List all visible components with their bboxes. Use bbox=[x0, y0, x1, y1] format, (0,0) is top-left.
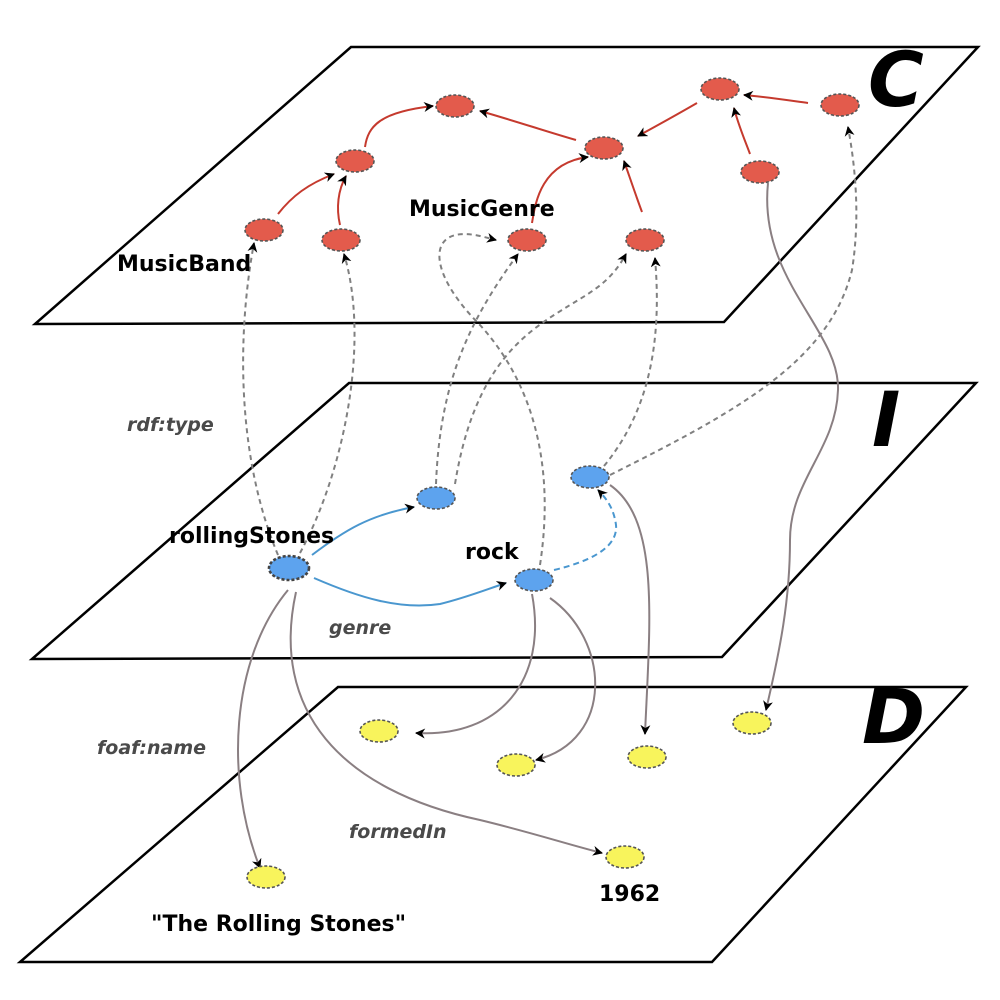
type-edge bbox=[438, 232, 546, 566]
literal-node-name[interactable] bbox=[246, 865, 286, 889]
class-node[interactable] bbox=[435, 94, 475, 118]
formed-in-edge bbox=[289, 591, 603, 856]
type-edge bbox=[454, 253, 627, 485]
instance-node[interactable] bbox=[570, 465, 610, 489]
class-node[interactable] bbox=[740, 160, 780, 184]
type-edge bbox=[299, 253, 356, 554]
class-edge bbox=[277, 172, 335, 215]
class-node[interactable] bbox=[820, 93, 860, 117]
foaf-name-label: foaf:name bbox=[97, 737, 206, 759]
type-edge bbox=[609, 126, 858, 476]
rock-label: rock bbox=[465, 540, 520, 565]
type-edge bbox=[242, 242, 279, 556]
class-nodes bbox=[244, 77, 860, 252]
class-node[interactable] bbox=[625, 228, 665, 252]
literal-node[interactable] bbox=[732, 711, 772, 735]
class-node[interactable] bbox=[321, 228, 361, 252]
instance-edge bbox=[311, 503, 415, 556]
literal-node[interactable] bbox=[359, 719, 399, 743]
instance-edge-dashed bbox=[553, 489, 618, 571]
data-edge bbox=[763, 182, 840, 711]
music-genre-label: MusicGenre bbox=[409, 197, 555, 222]
formed-in-label: formedIn bbox=[349, 821, 447, 843]
class-node-music-band[interactable] bbox=[244, 218, 284, 242]
instance-nodes bbox=[267, 465, 610, 592]
class-edge bbox=[622, 160, 643, 213]
instance-layer-plane bbox=[28, 381, 979, 661]
literal-node-year[interactable] bbox=[605, 845, 645, 869]
foaf-name-edge bbox=[237, 589, 289, 869]
literal-nodes bbox=[246, 711, 772, 889]
type-edge bbox=[603, 257, 661, 467]
instance-node-rolling-stones[interactable] bbox=[267, 554, 311, 582]
literal-node[interactable] bbox=[627, 745, 667, 769]
class-node[interactable] bbox=[335, 149, 375, 173]
class-node-music-genre[interactable] bbox=[507, 228, 547, 252]
class-edge bbox=[731, 107, 751, 155]
data-edges bbox=[237, 182, 840, 869]
rdf-type-label: rdf:type bbox=[127, 414, 214, 436]
class-layer-plane bbox=[31, 45, 981, 326]
genre-edge bbox=[313, 577, 507, 607]
rolling-stones-label: rollingStones bbox=[169, 524, 334, 549]
music-band-label: MusicBand bbox=[117, 252, 251, 277]
class-node[interactable] bbox=[584, 136, 624, 160]
instance-layer-letter: I bbox=[872, 375, 900, 464]
year-label: 1962 bbox=[599, 882, 660, 907]
class-layer-letter: C bbox=[868, 35, 924, 124]
type-edges bbox=[242, 126, 858, 566]
data-edge bbox=[415, 593, 537, 739]
class-edge bbox=[743, 90, 809, 104]
class-edge bbox=[531, 153, 589, 224]
data-edge bbox=[535, 597, 597, 763]
the-rolling-stones-label: "The Rolling Stones" bbox=[151, 912, 406, 937]
class-edge bbox=[637, 102, 698, 137]
class-edges bbox=[277, 90, 809, 226]
literal-node[interactable] bbox=[496, 753, 536, 777]
class-node[interactable] bbox=[700, 77, 740, 101]
class-edge bbox=[364, 102, 434, 148]
data-edge bbox=[609, 484, 651, 735]
instance-node[interactable] bbox=[416, 486, 456, 510]
class-edge bbox=[479, 108, 577, 141]
class-edge bbox=[337, 175, 347, 226]
instance-edges bbox=[311, 489, 618, 607]
type-edge bbox=[435, 253, 519, 485]
instance-node-rock[interactable] bbox=[514, 568, 554, 592]
data-layer-plane bbox=[16, 685, 969, 964]
genre-label: genre bbox=[329, 617, 391, 639]
data-layer-letter: D bbox=[862, 672, 925, 761]
